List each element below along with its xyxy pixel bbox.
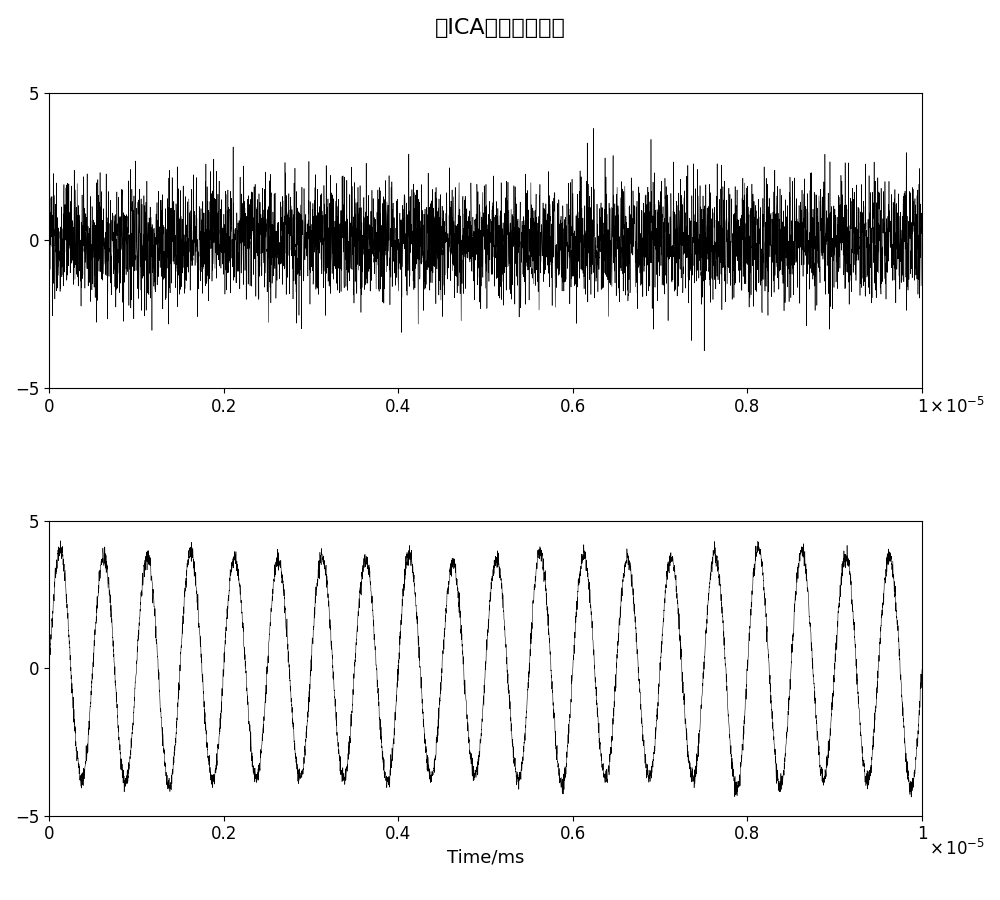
Text: $\times\,10^{-5}$: $\times\,10^{-5}$ — [929, 397, 985, 417]
Text: 经ICA分离后的信号: 经ICA分离后的信号 — [435, 18, 565, 38]
Text: $\times\,10^{-5}$: $\times\,10^{-5}$ — [929, 839, 985, 859]
X-axis label: Time/ms: Time/ms — [447, 849, 524, 867]
